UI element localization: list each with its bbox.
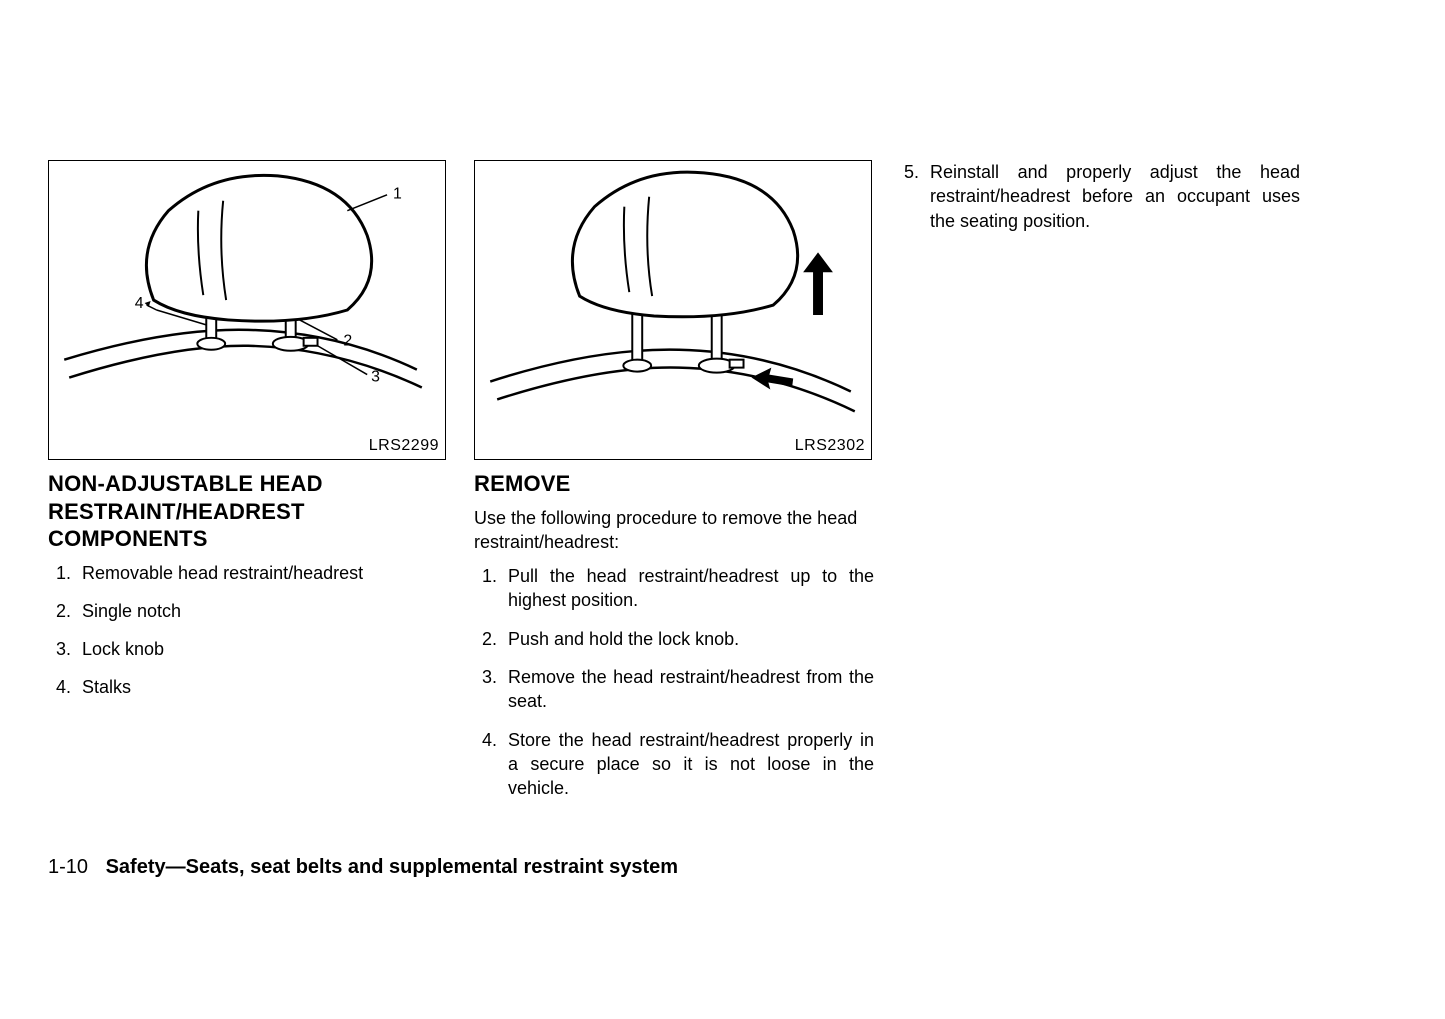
list-item: Remove the head restraint/headrest from … bbox=[502, 665, 874, 714]
callout-1: 1 bbox=[393, 186, 402, 203]
list-item: Reinstall and properly adjust the head r… bbox=[924, 160, 1300, 233]
callout-3: 3 bbox=[371, 369, 380, 386]
column-3: Reinstall and properly adjust the head r… bbox=[900, 160, 1300, 814]
column-2: LRS2302 REMOVE Use the following procedu… bbox=[474, 160, 874, 814]
components-heading: NON-ADJUSTABLE HEAD RESTRAINT/HEADREST C… bbox=[48, 470, 448, 553]
figure-label: LRS2299 bbox=[369, 437, 439, 455]
components-figure: 1 2 3 4 LRS2299 bbox=[48, 160, 446, 460]
figure-label: LRS2302 bbox=[795, 437, 865, 455]
list-item: Removable head restraint/headrest bbox=[76, 561, 448, 585]
components-list: Removable head restraint/headrest Single… bbox=[48, 561, 448, 700]
headrest-components-diagram: 1 2 3 4 bbox=[49, 161, 445, 459]
page-number: 1-10 bbox=[48, 856, 88, 878]
remove-figure: LRS2302 bbox=[474, 160, 872, 460]
list-item: Pull the head restraint/headrest up to t… bbox=[502, 564, 874, 613]
page-footer: 1-10 Safety—Seats, seat belts and supple… bbox=[48, 856, 678, 879]
remove-steps-continued: Reinstall and properly adjust the head r… bbox=[900, 160, 1300, 233]
headrest-remove-diagram bbox=[475, 161, 871, 459]
manual-page: 1 2 3 4 LRS2299 NON-ADJUSTABLE HEAD REST… bbox=[0, 0, 1445, 1019]
list-item: Stalks bbox=[76, 675, 448, 699]
list-item: Push and hold the lock knob. bbox=[502, 627, 874, 651]
list-item: Store the head restraint/headrest proper… bbox=[502, 728, 874, 801]
remove-intro: Use the following procedure to remove th… bbox=[474, 506, 874, 555]
callout-2: 2 bbox=[343, 333, 352, 350]
left-arrow-icon bbox=[751, 368, 793, 390]
list-item: Single notch bbox=[76, 599, 448, 623]
callout-4: 4 bbox=[135, 295, 144, 312]
column-1: 1 2 3 4 LRS2299 NON-ADJUSTABLE HEAD REST… bbox=[48, 160, 448, 814]
remove-heading: REMOVE bbox=[474, 470, 874, 498]
remove-steps: Pull the head restraint/headrest up to t… bbox=[474, 564, 874, 800]
up-arrow-icon bbox=[803, 252, 833, 315]
column-layout: 1 2 3 4 LRS2299 NON-ADJUSTABLE HEAD REST… bbox=[48, 160, 1397, 814]
list-item: Lock knob bbox=[76, 637, 448, 661]
section-title: Safety—Seats, seat belts and supplementa… bbox=[106, 856, 678, 878]
